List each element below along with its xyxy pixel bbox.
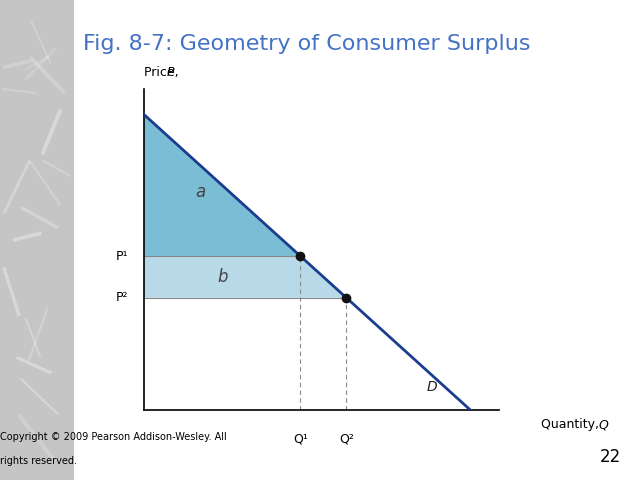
Text: rights reserved.: rights reserved. <box>0 456 77 466</box>
Text: Q¹: Q¹ <box>293 433 308 446</box>
Text: b: b <box>217 268 227 286</box>
Text: Q²: Q² <box>339 433 354 446</box>
Text: 22: 22 <box>600 447 621 466</box>
Polygon shape <box>144 115 300 256</box>
Text: D: D <box>426 380 437 394</box>
Text: a: a <box>196 183 206 201</box>
Text: P¹: P¹ <box>115 250 128 263</box>
Text: Copyright © 2009 Pearson Addison-Wesley. All: Copyright © 2009 Pearson Addison-Wesley.… <box>0 432 227 442</box>
Text: P²: P² <box>115 291 128 304</box>
Text: Fig. 8-7: Geometry of Consumer Surplus: Fig. 8-7: Geometry of Consumer Surplus <box>83 34 531 54</box>
Text: Price,: Price, <box>144 66 182 79</box>
Text: P: P <box>166 66 174 79</box>
Text: Quantity,: Quantity, <box>541 418 603 432</box>
Text: Q: Q <box>598 418 608 432</box>
Polygon shape <box>144 256 346 298</box>
